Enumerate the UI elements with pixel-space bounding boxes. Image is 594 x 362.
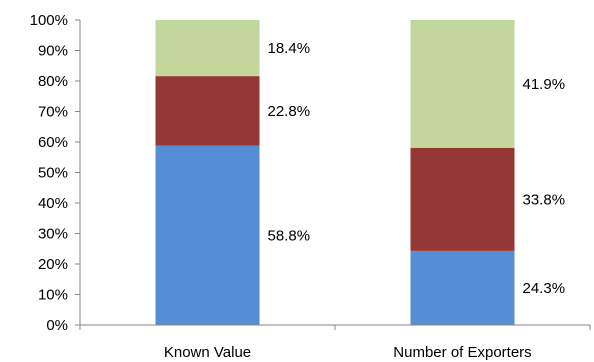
data-label: 41.9% — [523, 76, 566, 93]
data-labels: 58.8% 22.8% 18.4% 24.3% 33.8% 41.9% — [268, 40, 566, 297]
y-tick-label: 0% — [46, 317, 68, 334]
x-category-label: Number of Exporters — [393, 344, 531, 361]
data-label: 58.8% — [268, 227, 311, 244]
y-tick-label: 10% — [38, 287, 68, 304]
bar-segment — [410, 147, 515, 251]
bar-segment — [155, 20, 260, 77]
y-tick-label: 60% — [38, 134, 68, 151]
y-tick-label: 20% — [38, 256, 68, 273]
data-label: 24.3% — [523, 280, 566, 297]
category-labels: Known Value Number of Exporters — [164, 344, 532, 361]
bar-segment — [410, 250, 515, 325]
y-tick-label: 50% — [38, 165, 68, 182]
y-tick-label: 30% — [38, 226, 68, 243]
data-label: 33.8% — [523, 191, 566, 208]
data-label: 18.4% — [268, 40, 311, 57]
y-tick-label: 80% — [38, 73, 68, 90]
bar-segment — [410, 20, 515, 148]
y-tick-label: 90% — [38, 43, 68, 60]
bar-segments — [155, 20, 515, 325]
y-tick-label: 70% — [38, 104, 68, 121]
data-label: 22.8% — [268, 103, 311, 120]
bar-segment — [155, 145, 260, 325]
y-tick-label: 100% — [30, 12, 68, 29]
bar-segment — [155, 76, 260, 146]
axes — [79, 20, 591, 330]
y-axis-ticks: 0% 10% 20% 30% 40% 50% 60% 70% 80% 90% 100% — [30, 12, 80, 334]
y-tick-label: 40% — [38, 195, 68, 212]
x-category-label: Known Value — [164, 344, 251, 361]
